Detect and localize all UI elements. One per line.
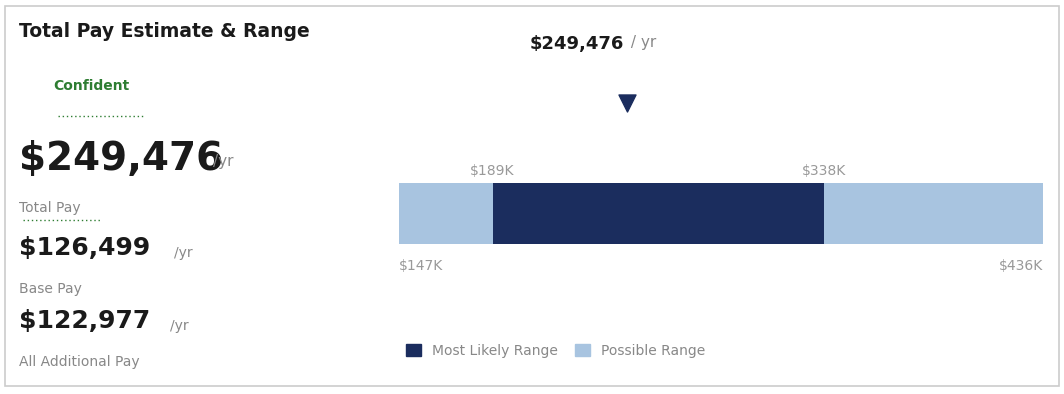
Bar <box>36 81 43 110</box>
Text: Total Pay Estimate & Range: Total Pay Estimate & Range <box>19 22 310 41</box>
Text: /yr: /yr <box>213 154 233 169</box>
Text: / yr: / yr <box>626 35 656 50</box>
Bar <box>23 98 29 110</box>
Legend: Most Likely Range, Possible Range: Most Likely Range, Possible Range <box>406 344 705 358</box>
Text: $189K: $189K <box>470 164 515 178</box>
Text: $338K: $338K <box>802 164 847 178</box>
Text: $147K: $147K <box>399 259 444 273</box>
Text: $249,476: $249,476 <box>19 140 223 178</box>
Text: $249,476: $249,476 <box>530 35 625 54</box>
Text: /yr: /yr <box>170 319 189 333</box>
Text: $122,977: $122,977 <box>19 309 150 333</box>
Text: Base Pay: Base Pay <box>19 282 82 296</box>
Text: $126,499: $126,499 <box>19 236 150 260</box>
Text: Confident: Confident <box>53 79 130 93</box>
Text: $436K: $436K <box>998 259 1043 273</box>
Point <box>619 100 636 106</box>
Bar <box>493 183 825 244</box>
Text: All Additional Pay: All Additional Pay <box>19 355 139 370</box>
Text: /yr: /yr <box>174 246 194 260</box>
Text: Total Pay: Total Pay <box>19 201 81 215</box>
Bar <box>30 89 35 110</box>
